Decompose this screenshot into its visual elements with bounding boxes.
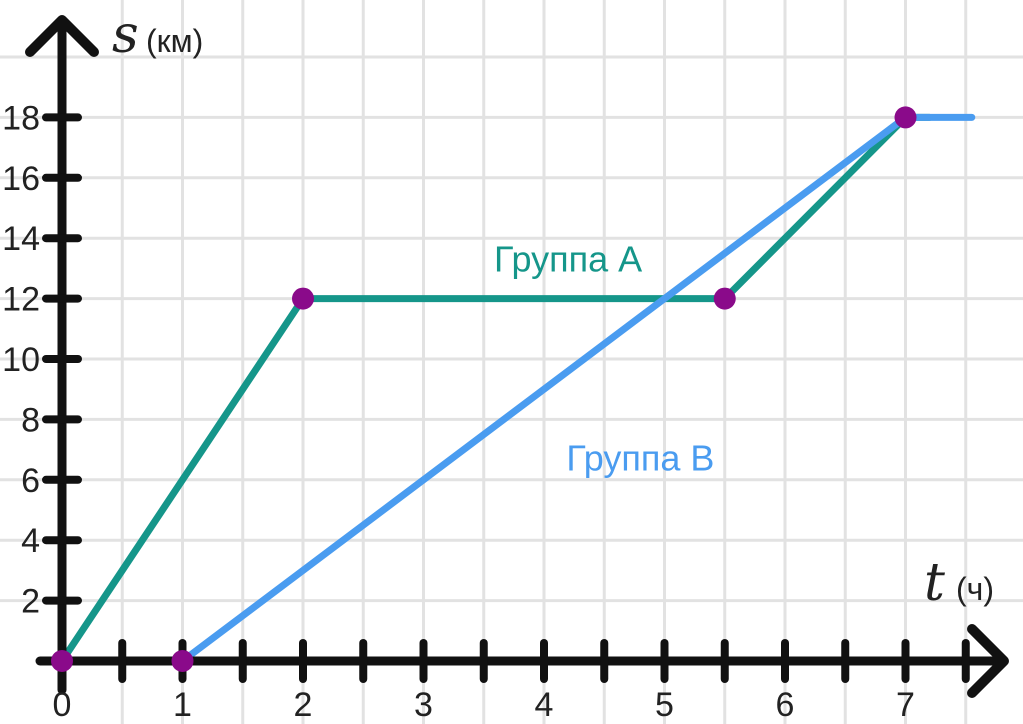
series-label-group-a: Группа A: [494, 238, 642, 279]
x-tick-label: 5: [655, 686, 674, 724]
x-tick-label: 6: [776, 686, 795, 724]
x-axis-arrow: [967, 624, 1009, 698]
x-tick-label: 0: [53, 686, 72, 724]
y-axis-arrow: [25, 15, 99, 57]
x-tick-label: 1: [173, 686, 192, 724]
y-tick-label: 18: [2, 99, 40, 137]
highlighted-points: [51, 106, 917, 672]
y-axis-label: s: [112, 5, 139, 65]
x-axis-unit: (ч): [956, 571, 994, 607]
y-tick-label: 6: [21, 462, 40, 500]
axes: [25, 15, 1009, 698]
y-tick-label: 12: [2, 281, 40, 319]
y-tick-label: 8: [21, 401, 40, 439]
x-tick-label: 3: [414, 686, 433, 724]
data-point: [171, 650, 194, 672]
x-tick-label: 4: [535, 686, 554, 724]
y-tick-label: 4: [21, 522, 40, 560]
series-lines: [58, 113, 976, 665]
y-axis-unit: (км): [146, 23, 203, 59]
series-label-group-b: Группа B: [566, 438, 714, 479]
y-tick-label: 14: [2, 220, 40, 258]
data-point: [292, 287, 314, 310]
data-point: [713, 287, 736, 310]
x-tick-label: 2: [294, 686, 313, 724]
series-line-group-b: [58, 113, 976, 665]
data-point: [51, 650, 73, 672]
data-point: [894, 106, 917, 129]
y-tick-label: 2: [21, 583, 40, 621]
x-tick-label: 7: [896, 686, 915, 724]
y-tick-label: 16: [2, 160, 40, 198]
x-axis-label: t: [924, 553, 945, 613]
y-tick-label: 10: [2, 341, 40, 379]
